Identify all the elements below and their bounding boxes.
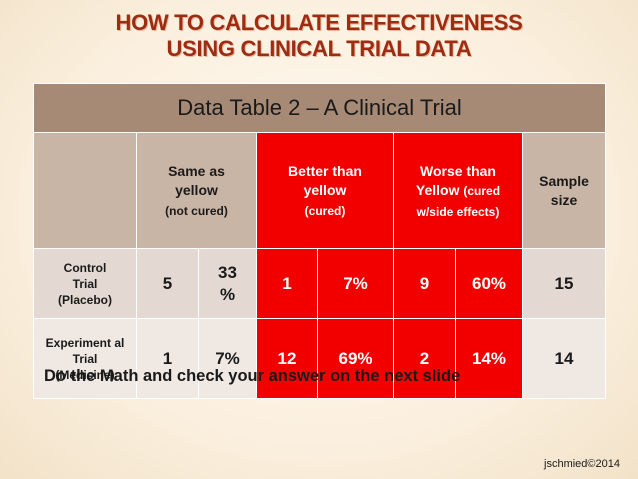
cell-exp-better-n: 12	[256, 318, 318, 399]
cell-control-same-pct-text: 33 %	[218, 262, 237, 304]
header-better: Better than yellow (cured)	[256, 132, 394, 249]
cell-exp-same-n: 1	[136, 318, 199, 399]
header-sample: Sample size	[521, 132, 607, 249]
title-line-1: HOW TO CALCULATE EFFECTIVENESS	[115, 10, 523, 35]
row-label-experimental-text: Experiment al Trial (Medicine)	[45, 335, 125, 382]
cell-control-sample: 15	[521, 248, 607, 319]
row-label-control: Control Trial (Placebo)	[33, 248, 137, 319]
data-table: Data Table 2 – A Clinical Trial Same as …	[32, 83, 607, 399]
cell-exp-worse-pct: 14%	[455, 318, 523, 399]
header-corner	[33, 132, 137, 249]
cell-exp-worse-n: 2	[393, 318, 456, 399]
cell-exp-sample: 14	[521, 318, 607, 399]
cell-control-same-pct: 33 %	[198, 248, 257, 319]
copyright-credit: jschmied©2014	[544, 458, 620, 470]
table-caption: Data Table 2 – A Clinical Trial	[32, 83, 607, 133]
header-worse-sub: w/side effects)	[416, 204, 500, 219]
table-row-control: Control Trial (Placebo) 5 33 % 1 7% 9 60…	[33, 248, 607, 319]
cell-exp-better-pct: 69%	[317, 318, 394, 399]
header-worse-label-small: (cured	[463, 183, 501, 198]
cell-control-better-pct: 7%	[317, 248, 394, 319]
page-title: HOW TO CALCULATE EFFECTIVENESS USING CLI…	[0, 10, 638, 62]
title-line-2: USING CLINICAL TRIAL DATA	[166, 36, 472, 61]
header-better-label: Better than yellow	[288, 163, 362, 198]
cell-control-same-n: 5	[136, 248, 199, 319]
header-sample-label: Sample size	[539, 172, 589, 208]
cell-control-worse-n: 9	[393, 248, 456, 319]
header-better-sub: (cured)	[304, 204, 346, 218]
cell-exp-same-pct: 7%	[198, 318, 257, 399]
table-row-experimental: Experiment al Trial (Medicine) 1 7% 12 6…	[33, 318, 607, 399]
header-same: Same as yellow (not cured)	[136, 132, 257, 249]
header-same-sub: (not cured)	[165, 204, 228, 218]
row-label-experimental: Experiment al Trial (Medicine)	[33, 318, 137, 399]
cell-control-better-n: 1	[256, 248, 318, 319]
header-same-label: Same as yellow	[168, 163, 225, 198]
cell-control-worse-pct: 60%	[455, 248, 523, 319]
instruction-text: Do the Math and check your answer on the…	[44, 367, 461, 385]
header-worse-label-wrap: Worse than Yellow (cured	[403, 162, 513, 201]
header-worse: Worse than Yellow (cured w/side effects)	[393, 132, 523, 249]
row-label-control-text: Control Trial (Placebo)	[57, 260, 112, 307]
header-worse-label: Worse than Yellow	[415, 162, 496, 198]
